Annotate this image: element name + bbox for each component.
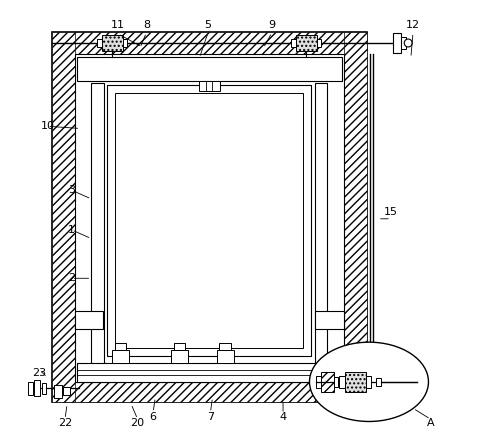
Bar: [401, 37, 405, 49]
Bar: [321, 372, 334, 392]
Bar: [376, 378, 381, 386]
Ellipse shape: [309, 342, 428, 422]
Bar: [219, 343, 230, 350]
Text: 15: 15: [384, 207, 398, 217]
Bar: [77, 363, 342, 382]
Bar: [339, 376, 345, 388]
Bar: [52, 382, 367, 402]
Bar: [345, 372, 366, 392]
Bar: [317, 38, 321, 47]
Bar: [107, 85, 311, 356]
Bar: [292, 38, 296, 47]
Bar: [123, 38, 127, 47]
Bar: [393, 33, 401, 53]
Text: 7: 7: [207, 412, 214, 422]
Bar: [34, 381, 40, 396]
Text: 12: 12: [406, 20, 420, 30]
Text: 5: 5: [205, 20, 212, 30]
Bar: [28, 382, 33, 395]
Text: 2: 2: [68, 273, 75, 283]
Bar: [75, 54, 344, 382]
Text: 1: 1: [68, 225, 75, 235]
Text: 23: 23: [33, 368, 46, 378]
Bar: [174, 343, 185, 350]
Bar: [54, 385, 62, 398]
Bar: [112, 350, 129, 363]
Bar: [115, 93, 304, 348]
Text: 4: 4: [280, 412, 287, 422]
Bar: [366, 376, 371, 388]
Bar: [217, 350, 234, 363]
Text: 10: 10: [40, 121, 54, 131]
Text: 11: 11: [111, 20, 125, 30]
Bar: [97, 38, 101, 47]
Bar: [316, 376, 321, 388]
Bar: [315, 311, 344, 329]
Bar: [344, 31, 367, 402]
Text: A: A: [427, 418, 435, 428]
Bar: [315, 83, 327, 380]
Bar: [115, 343, 126, 350]
Bar: [334, 377, 338, 387]
Text: 20: 20: [130, 418, 145, 428]
Bar: [199, 81, 220, 91]
Bar: [91, 83, 104, 380]
Bar: [63, 387, 70, 396]
Bar: [52, 31, 367, 402]
Text: 6: 6: [150, 412, 157, 422]
Bar: [52, 31, 367, 54]
Bar: [75, 311, 103, 329]
Circle shape: [404, 39, 412, 47]
Bar: [52, 31, 75, 402]
Bar: [101, 34, 123, 51]
Text: 8: 8: [143, 20, 150, 30]
Text: 9: 9: [269, 20, 276, 30]
Bar: [171, 350, 188, 363]
Text: 3: 3: [68, 185, 75, 195]
Text: 22: 22: [58, 418, 72, 428]
Bar: [296, 34, 317, 51]
Bar: [42, 383, 46, 394]
Bar: [77, 57, 342, 81]
